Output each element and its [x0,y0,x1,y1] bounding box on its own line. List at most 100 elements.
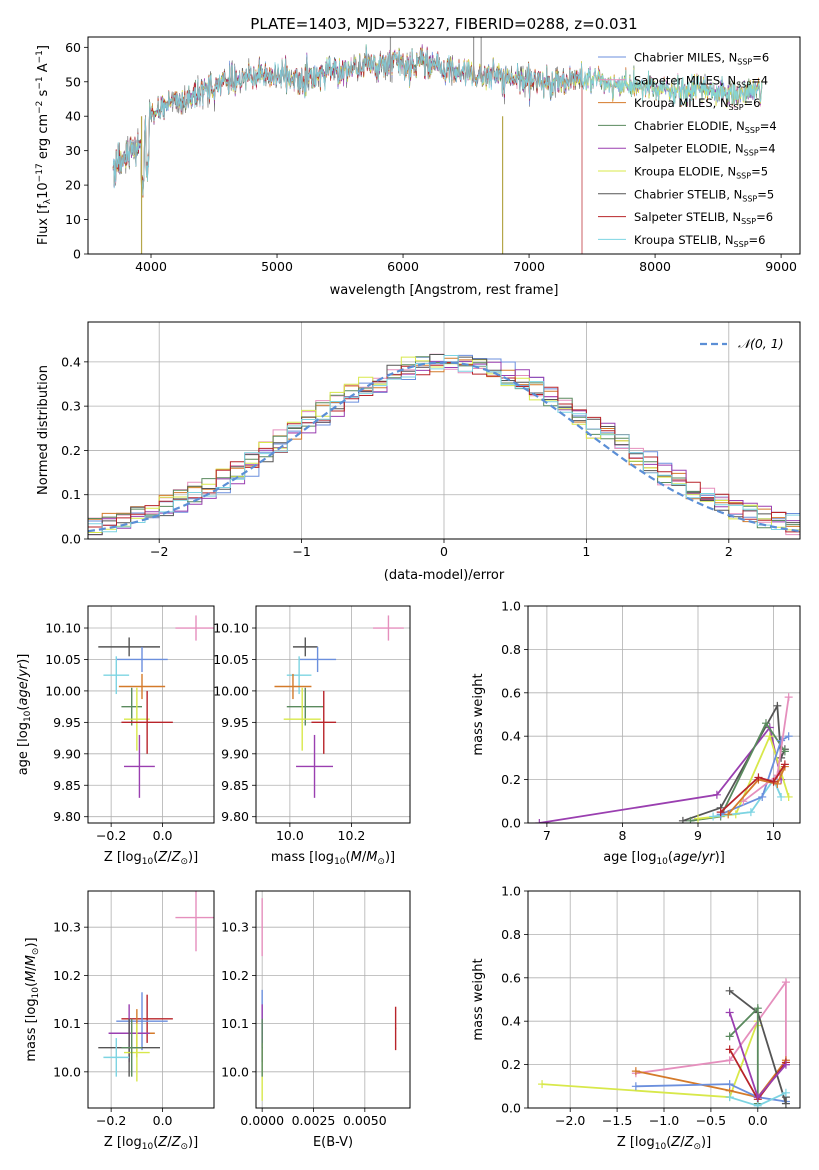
errorbar-kroupa-stelib [286,656,312,695]
series-marker [780,747,789,756]
series-marker [678,816,687,823]
errorbar-salpeter-elodie [124,734,155,798]
y-tick-label: 10.0 [221,1064,249,1079]
series-marker [773,701,782,710]
x-tick-label: 9000 [765,259,797,274]
legend-label: Salpeter STELIB, NSSP=6 [634,210,773,226]
axes-Z_mass: −0.2 0.0 10.0 10.1 10.2 10.3 Z [log10(Z/Z⊙)] ma… [24,890,215,1152]
legend-label: Chabrier MILES, NSSP=6 [634,51,769,67]
series-kroupa-stelib [725,1088,790,1108]
plot-area-age_weight [535,693,793,823]
legend-label: Chabrier ELODIE, NSSP=4 [634,119,777,135]
y-tick-label: 40 [65,109,81,124]
y-tick-label: 0.0 [501,816,521,831]
series-line [539,725,782,823]
x-axis-label: wavelength [Angstrom, rest frame] [330,283,559,298]
y-tick-label: 9.80 [53,809,81,824]
series-marker [631,1067,640,1076]
series-line [720,735,790,816]
series-chabrier-stelib [678,701,789,823]
x-tick-label: −2 [150,544,168,559]
errorbar-kroupa-stelib [103,656,130,695]
series-marker [725,1080,734,1089]
x-tick-label: −0.2 [96,1113,126,1128]
y-tick-label: 0.1 [61,487,81,502]
x-tick-label: 10.0 [276,828,304,843]
series-marker [725,1056,734,1065]
series-marker [753,1093,762,1102]
y-tick-label: 9.85 [53,778,81,793]
x-tick-label: 10.2 [338,828,366,843]
y-axis-label: mass weight [471,673,486,755]
y-tick-label: 10.2 [221,968,249,983]
x-tick-label: 0.0050 [343,1113,387,1128]
errorbar-chabrier-miles [116,992,168,1051]
y-tick-label: 10.0 [53,1064,81,1079]
series-marker [725,1032,734,1041]
errorbar-salpeter-stelib [121,994,173,1043]
axes-Z_age: −0.2 0.0 9.80 9.85 9.90 9.95 10.00 10.05 10.10 Z … [16,605,215,867]
x-tick-label: 0.0025 [292,1113,336,1128]
errorbar-salpeter-miles [175,615,214,641]
y-tick-label: 10.05 [45,652,81,667]
plot-area-ebv_mass [261,898,397,1101]
x-tick-label: 0.0 [153,828,173,843]
y-tick-label: 0.6 [501,685,521,700]
errorbar-kroupa-elodie [124,687,150,751]
spectrum-line-salpeter-stelib [112,47,583,254]
y-tick-label: 0.0 [61,532,81,547]
y-tick-label: 1.0 [501,599,521,614]
x-tick-label: 4000 [135,259,167,274]
series-marker [762,719,770,728]
series-line [720,763,786,813]
legend-label: Salpeter ELODIE, NSSP=4 [634,142,776,158]
y-tick-label: 9.90 [53,746,81,761]
series-marker [777,792,786,801]
errorbar-salpeter-stelib [394,1006,397,1051]
series-marker [769,777,778,786]
plot-area-Z_age [98,615,214,798]
series-marker [725,1045,734,1054]
series-line [727,766,786,815]
x-tick-label: 5000 [261,259,293,274]
y-tick-label: 1.0 [501,884,521,899]
x-axis-label: E(B-V) [313,1135,353,1150]
series-marker [725,1008,734,1017]
plot-area-residuals [88,353,800,536]
y-tick-label: 10.00 [45,683,81,698]
x-axis-label: Z [log10(Z/Z⊙)] [617,1135,711,1152]
y-tick-label: 9.95 [53,715,81,730]
y-tick-label: 9.90 [221,746,249,761]
errorbar-kroupa-miles [274,673,312,700]
errorbar-chabrier-miles [116,646,168,673]
errorbar-chabrier-elodie [121,1018,142,1077]
x-tick-label: 10 [766,828,782,843]
plot-area-spectrum [112,37,763,254]
x-tick-label: 1 [582,544,590,559]
errorbar-chabrier-miles [299,646,337,673]
errorbar-kroupa-elodie [124,1023,150,1082]
legend-label: Salpeter MILES, NSSP=4 [634,73,768,89]
series-marker [724,810,733,819]
series-salpeter-elodie [725,1008,790,1102]
y-tick-label: 0.2 [501,1057,521,1072]
y-tick-label: 10 [65,212,81,227]
series-marker [725,1093,734,1102]
y-axis-label: mass weight [471,958,486,1040]
axes-frame [87,605,215,824]
y-tick-label: 20 [65,178,81,193]
x-axis-label: age [log10(age/yr)] [603,850,725,867]
errorbar-salpeter-elodie [296,734,333,798]
errorbar-salpeter-miles [261,898,263,957]
errorbar-salpeter-stelib [311,690,337,754]
y-tick-label: 30 [65,143,81,158]
y-tick-label: 0.3 [61,399,81,414]
legend-label: Kroupa STELIB, NSSP=6 [634,233,765,249]
x-axis-label: mass [log10(M/M⊙)] [271,850,395,867]
series-marker [753,1101,762,1108]
plot-area-mass_age [274,615,404,798]
x-tick-label: −1.0 [649,1113,679,1128]
x-tick-label: 8000 [639,259,671,274]
series-marker [716,808,725,817]
series-marker [686,816,695,823]
